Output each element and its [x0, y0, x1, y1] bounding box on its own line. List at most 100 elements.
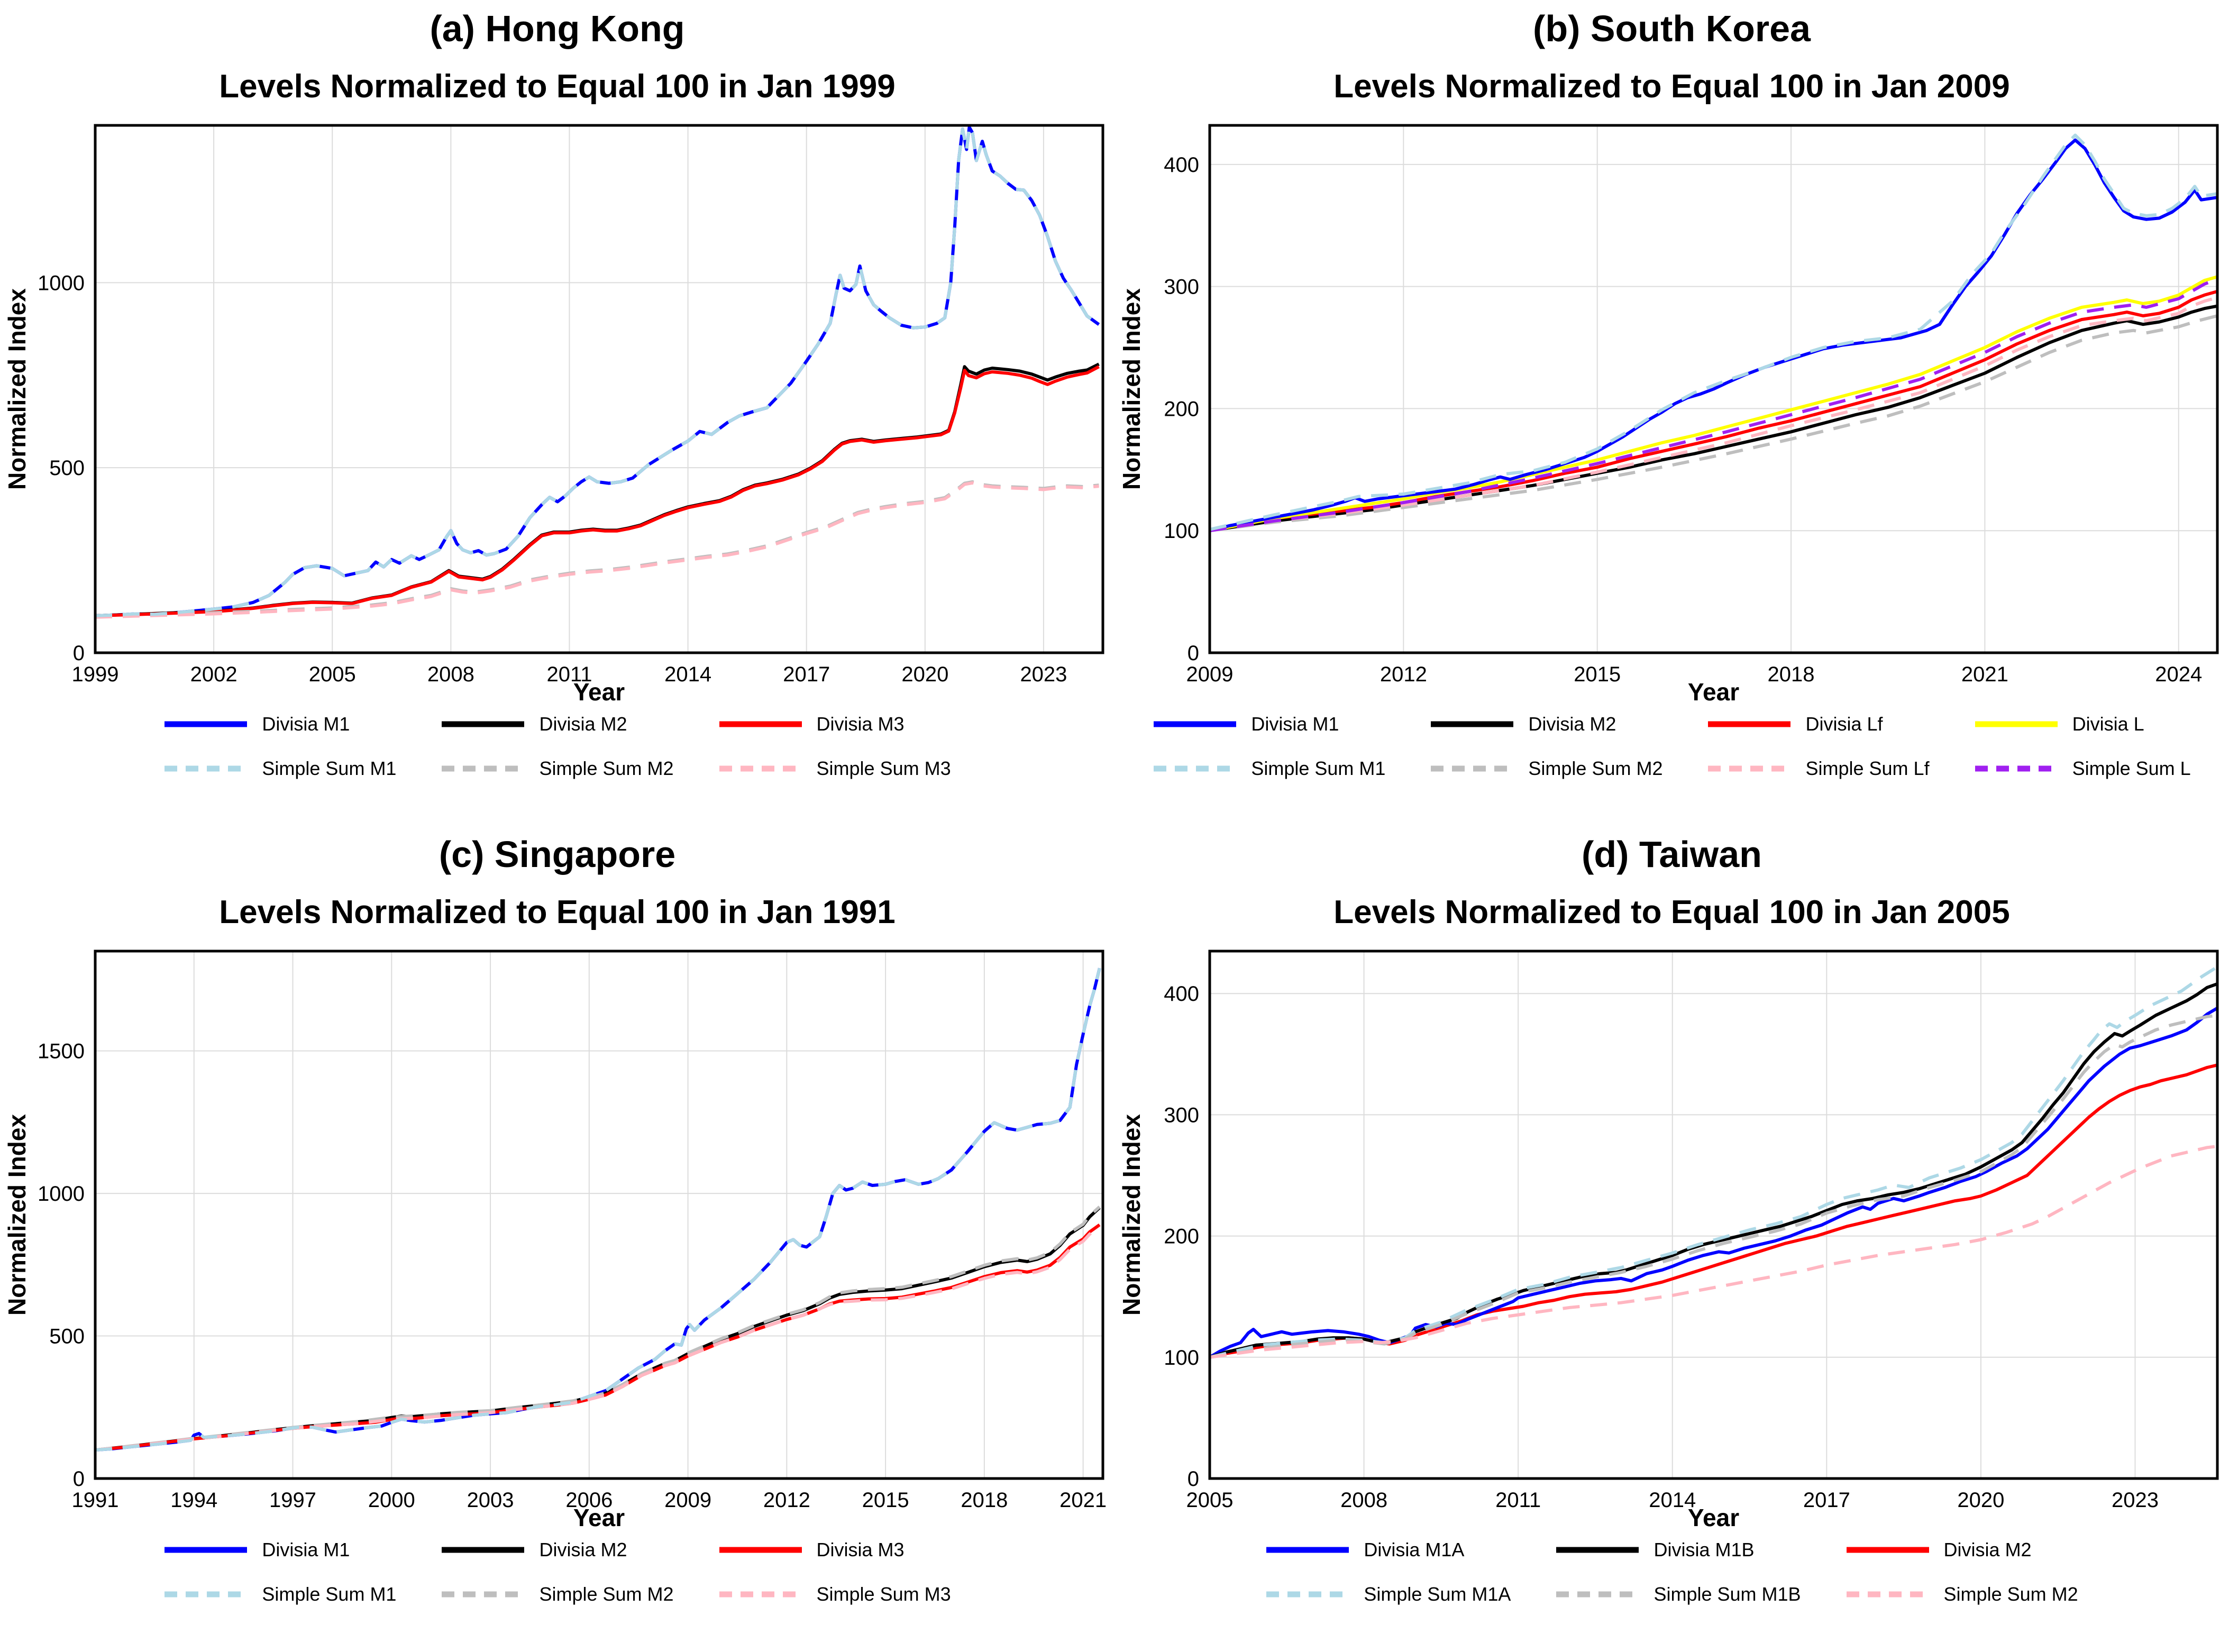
y-tick-0: 0 [1187, 1467, 1199, 1491]
legend-swatch-simple-sum-l [1975, 765, 2058, 772]
series-divisia-m2 [95, 1206, 1101, 1452]
series-simple-sum-l [1210, 277, 2217, 533]
series-simple-sum-m3 [95, 481, 1099, 619]
x-tick-2018: 2018 [961, 1489, 1008, 1512]
x-tick-2008: 2008 [427, 663, 474, 686]
y-tick-300: 300 [1164, 1103, 1199, 1127]
series-divisia-m1 [1210, 138, 2217, 533]
x-tick-2023: 2023 [1020, 663, 1067, 686]
legend-taiwan: Divisia M1A Divisia M1B Divisia M2 Simple S… [1114, 1539, 2229, 1605]
x-tick-2020: 2020 [1957, 1489, 2004, 1512]
y-axis-label: Normalized Index [1118, 1114, 1145, 1316]
legend-label-divisia-m2: Divisia M2 [539, 713, 627, 735]
x-tick-1991: 1991 [72, 1489, 119, 1512]
x-axis-label: Year [573, 678, 625, 706]
panel-title-south-korea: (b) South Korea [1533, 8, 1811, 49]
series-divisia-m1b [1210, 982, 2217, 1359]
x-axis-label: Year [1688, 678, 1739, 706]
series-group [95, 968, 1101, 1452]
legend-item-divisia-m1: Divisia M1 [163, 1539, 396, 1561]
legend-swatch-divisia-lf [1708, 721, 1791, 727]
legend-item-simple-sum-m3: Simple Sum M3 [718, 1583, 951, 1605]
plot-frame [1208, 124, 2219, 654]
series-simple-sum-m1 [95, 968, 1101, 1452]
legend-item-simple-sum-m3: Simple Sum M3 [718, 757, 951, 780]
legend-item-divisia-m2: Divisia M2 [441, 713, 673, 735]
legend-item-divisia-m2: Divisia M2 [1430, 713, 1662, 735]
y-tick-500: 500 [49, 1325, 85, 1348]
x-tick-2000: 2000 [368, 1489, 415, 1512]
x-tick-2012: 2012 [763, 1489, 810, 1512]
legend-swatch-simple-sum-m3 [719, 765, 802, 772]
y-axis-label: Normalized Index [1118, 288, 1145, 490]
panel-subtitle-singapore: Levels Normalized to Equal 100 in Jan 19… [219, 894, 896, 930]
legend-label-simple-sum-l: Simple Sum L [2072, 757, 2191, 779]
x-tick-2005: 2005 [309, 663, 356, 686]
panel-title-hong-kong: (a) Hong Kong [430, 8, 685, 49]
legend-swatch-simple-sum-m1b [1556, 1591, 1639, 1598]
legend-swatch-simple-sum-m1 [1154, 765, 1237, 772]
legend-label-divisia-m2: Divisia M2 [1528, 713, 1616, 735]
legend-label-simple-sum-m1b: Simple Sum M1B [1654, 1583, 1801, 1605]
y-tick-300: 300 [1164, 276, 1199, 299]
series-group [1210, 133, 2217, 533]
legend-item-simple-sum-m2: Simple Sum M2 [1430, 757, 1662, 780]
series-simple-sum-m2 [1210, 1145, 2217, 1359]
x-tick-1999: 1999 [72, 663, 119, 686]
y-tick-200: 200 [1164, 397, 1199, 421]
series-divisia-l [1210, 275, 2217, 533]
y-tick-500: 500 [49, 457, 85, 480]
panel-title-singapore: (c) Singapore [439, 834, 676, 875]
legend-label-simple-sum-m3: Simple Sum M3 [816, 1583, 951, 1605]
panel-hong-kong: (a) Hong Kong Levels Normalized to Equal… [0, 0, 1114, 826]
y-tick-0: 0 [1187, 642, 1199, 665]
chart-hong-kong: 1999 2002 2005 2008 2011 2014 2017 2020 2023 0 500… [3, 124, 1104, 706]
legend-item-divisia-m1b: Divisia M1B [1555, 1539, 1801, 1561]
series-simple-sum-m2 [95, 1206, 1101, 1452]
legend-swatch-simple-sum-m1 [165, 765, 248, 772]
legend-swatch-simple-sum-m2 [1431, 765, 1514, 772]
series-divisia-m1a [1210, 1007, 2217, 1359]
x-tick-2018: 2018 [1768, 663, 1815, 686]
legend-label-divisia-m1: Divisia M1 [262, 713, 350, 735]
legend-swatch-divisia-m2 [442, 1547, 525, 1553]
x-tick-2011: 2011 [546, 663, 592, 686]
legend-south-korea: Divisia M1 Divisia M2 Divisia Lf Divisia L S… [1114, 713, 2229, 780]
legend-label-simple-sum-m1: Simple Sum M1 [262, 1583, 397, 1605]
legend-label-divisia-m3: Divisia M3 [816, 1539, 905, 1560]
y-tick-1000: 1000 [38, 1182, 85, 1206]
legend-label-simple-sum-m3: Simple Sum M3 [816, 757, 951, 779]
panel-title-taiwan: (d) Taiwan [1582, 834, 1762, 875]
x-tick-2021: 2021 [1059, 1489, 1107, 1512]
series-divisia-m2 [95, 362, 1100, 617]
chart-singapore: 1991 1994 1997 2000 2003 2006 2009 2012 2015 2018… [3, 950, 1107, 1531]
legend-swatch-divisia-m2 [442, 721, 525, 727]
legend-label-divisia-m1: Divisia M1 [262, 1539, 350, 1560]
y-tick-1500: 1500 [38, 1040, 85, 1063]
x-tick-2014: 2014 [664, 663, 711, 686]
y-tick-400: 400 [1164, 982, 1199, 1006]
legend-swatch-simple-sum-lf [1708, 765, 1791, 772]
legend-label-divisia-m2: Divisia M2 [539, 1539, 627, 1560]
panel-subtitle-hong-kong: Levels Normalized to Equal 100 in Jan 19… [219, 68, 896, 105]
legend-label-simple-sum-m1: Simple Sum M1 [262, 757, 397, 779]
legend-swatch-simple-sum-m1a [1266, 1591, 1349, 1598]
y-tick-1000: 1000 [38, 271, 85, 295]
plot-frame [94, 124, 1104, 654]
x-tick-2009: 2009 [664, 1489, 711, 1512]
series-group [95, 125, 1100, 619]
x-tick-2008: 2008 [1340, 1489, 1387, 1512]
legend-item-divisia-m1: Divisia M1 [163, 713, 396, 735]
legend-swatch-divisia-m1 [165, 1547, 248, 1553]
series-divisia-m1 [95, 968, 1101, 1452]
legend-label-simple-sum-m2: Simple Sum M2 [539, 1583, 674, 1605]
y-tick-0: 0 [73, 642, 85, 665]
legend-item-divisia-m2: Divisia M2 [1846, 1539, 2078, 1561]
legend-label-simple-sum-lf: Simple Sum Lf [1805, 757, 1930, 779]
series-simple-sum-m1 [1210, 133, 2217, 531]
y-tick-400: 400 [1164, 153, 1199, 177]
y-tick-200: 200 [1164, 1225, 1199, 1248]
series-simple-sum-m2 [1210, 314, 2217, 533]
x-axis-label: Year [573, 1504, 625, 1531]
